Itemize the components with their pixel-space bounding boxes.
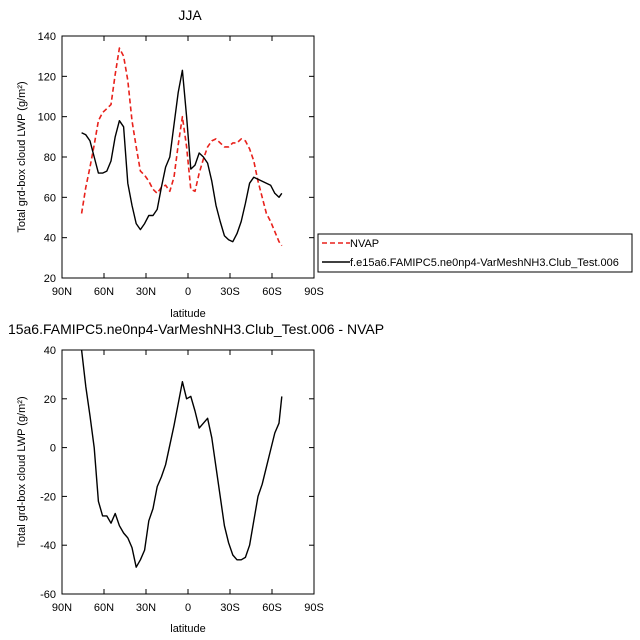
y-axis-label: Total grd-box cloud LWP (g/m²) bbox=[16, 396, 28, 547]
plot-frame bbox=[61, 35, 315, 279]
y-tick-label: 20 bbox=[44, 394, 56, 406]
x-axis-label: latitude bbox=[170, 623, 205, 635]
chart-title: JJA bbox=[178, 7, 202, 23]
x-axis-label: latitude bbox=[170, 308, 205, 320]
y-tick-label: -60 bbox=[40, 589, 56, 601]
x-tick-label: 60N bbox=[94, 286, 114, 298]
y-tick-label: 100 bbox=[38, 112, 56, 124]
legend-box bbox=[317, 233, 633, 273]
x-tick-label: 90N bbox=[52, 286, 72, 298]
series-line-0 bbox=[80, 349, 283, 568]
x-tick-label: 60S bbox=[262, 602, 282, 614]
x-tick-label: 0 bbox=[185, 602, 191, 614]
x-tick-label: 0 bbox=[185, 286, 191, 298]
y-tick-label: -40 bbox=[40, 540, 56, 552]
x-tick-label: 90S bbox=[304, 602, 324, 614]
y-axis-label: Total grd-box cloud LWP (g/m²) bbox=[16, 81, 28, 232]
y-tick-label: 140 bbox=[38, 31, 56, 43]
legend-entry-nvap: NVAP bbox=[350, 238, 379, 250]
x-tick-label: 90N bbox=[52, 602, 72, 614]
y-tick-label: 20 bbox=[44, 273, 56, 285]
legend-entry-model: f.e15a6.FAMIPC5.ne0np4-VarMeshNH3.Club_T… bbox=[350, 257, 619, 269]
y-tick-label: 80 bbox=[44, 152, 56, 164]
x-tick-label: 30N bbox=[136, 286, 156, 298]
y-tick-label: 40 bbox=[44, 233, 56, 245]
y-tick-label: 40 bbox=[44, 345, 56, 357]
y-tick-label: 60 bbox=[44, 192, 56, 204]
legend: NVAP f.e15a6.FAMIPC5.ne0np4-VarMeshNH3.C… bbox=[317, 233, 633, 273]
y-tick-label: 120 bbox=[38, 71, 56, 83]
x-tick-label: 30S bbox=[220, 286, 240, 298]
x-tick-label: 30S bbox=[220, 602, 240, 614]
plot-frame bbox=[61, 349, 315, 595]
chart-jja: JJA 90N 60N 30N 0 30S 60S 90S 20 40 60 80 100 120 140… bbox=[16, 7, 633, 320]
x-tick-label: 60N bbox=[94, 602, 114, 614]
x-tick-label: 90S bbox=[304, 286, 324, 298]
series-line-1 bbox=[81, 69, 283, 243]
chart-difference: 15a6.FAMIPC5.ne0np4-VarMeshNH3.Club_Test… bbox=[8, 321, 384, 635]
y-tick-label: -20 bbox=[40, 491, 56, 503]
y-tick-label: 0 bbox=[50, 443, 56, 455]
chart-title: 15a6.FAMIPC5.ne0np4-VarMeshNH3.Club_Test… bbox=[8, 321, 384, 337]
series-line-0 bbox=[80, 47, 283, 247]
x-tick-label: 30N bbox=[136, 602, 156, 614]
x-tick-label: 60S bbox=[262, 286, 282, 298]
